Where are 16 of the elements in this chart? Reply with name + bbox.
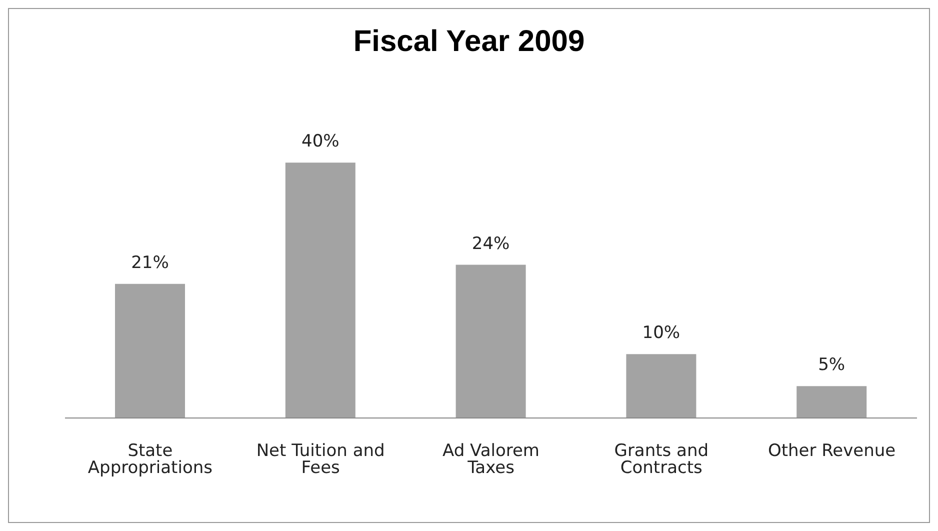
x-tick-label: Grants and Contracts [614, 441, 709, 478]
bar [626, 354, 696, 418]
x-tick-label: Ad Valorem Taxes [442, 441, 540, 478]
bar [285, 162, 356, 418]
bar [796, 386, 867, 418]
data-label: 24% [472, 234, 510, 254]
data-label: 21% [131, 252, 169, 273]
x-tick-label: Other Revenue [768, 441, 896, 462]
x-tick-label: State Appropriations [88, 441, 213, 478]
data-label: 40% [302, 132, 340, 152]
data-label: 10% [642, 323, 680, 344]
x-tick-label: Net Tuition and Fees [256, 441, 385, 478]
data-label: 5% [818, 355, 846, 376]
bar [456, 264, 526, 418]
chart-title: Fiscal Year 2009 [352, 25, 586, 59]
bar [115, 284, 185, 418]
